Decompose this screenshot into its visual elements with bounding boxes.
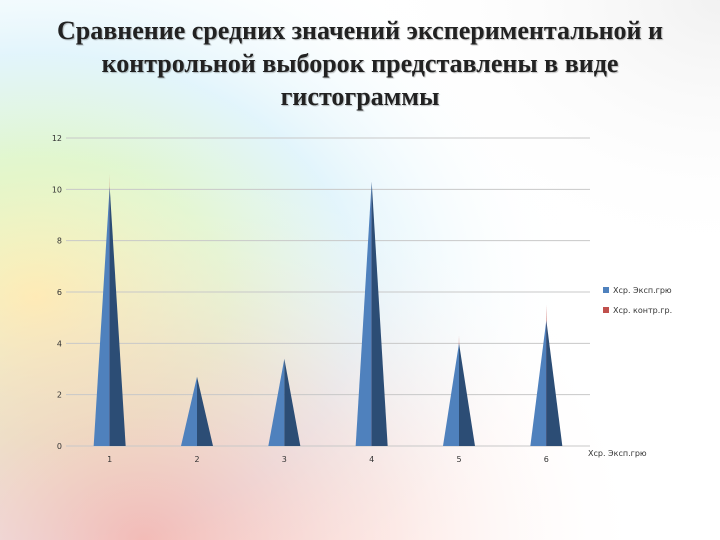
bar-exp-shade-4 [371, 181, 388, 446]
y-tick-label: 8 [57, 237, 62, 246]
x-tick-label: 2 [194, 455, 199, 464]
bar-exp-1 [93, 186, 110, 446]
bar-exp-shade-2 [197, 376, 213, 446]
legend-swatch [603, 307, 609, 313]
x-tick-label: 1 [107, 455, 112, 464]
y-tick-label: 2 [57, 391, 62, 400]
y-tick-label: 4 [57, 339, 62, 348]
legend: Хср. Эксп.грю Хср. контр.гр. [603, 286, 672, 315]
y-tick-label: 12 [52, 134, 62, 143]
legend-label: Хср. контр.гр. [613, 306, 672, 315]
legend-label: Хср. Эксп.грю [613, 286, 672, 295]
bars [93, 173, 563, 447]
x-tick-label: 6 [544, 455, 549, 464]
y-axis-ticks: 0 2 4 6 8 10 12 [52, 134, 62, 451]
bar-exp-2 [181, 376, 197, 446]
y-tick-label: 0 [57, 442, 62, 451]
bar-exp-4 [355, 181, 372, 446]
bar-exp-3 [268, 358, 285, 446]
bar-exp-shade-6 [546, 320, 563, 446]
axis-end-label: Хср. Эксп.грю [588, 449, 647, 458]
bar-exp-5 [443, 343, 459, 446]
legend-swatch [603, 287, 609, 293]
slide-title: Сравнение средних значений экспериментал… [56, 16, 664, 111]
x-axis-ticks: 1 2 3 4 5 6 Хср. Эксп.грю [107, 449, 647, 464]
y-tick-label: 6 [57, 288, 62, 297]
x-tick-label: 5 [456, 455, 461, 464]
bar-exp-shade-1 [109, 186, 126, 446]
x-tick-label: 4 [369, 455, 374, 464]
gridlines [66, 137, 590, 447]
x-tick-label: 3 [282, 455, 287, 464]
bar-exp-6 [530, 320, 547, 446]
y-tick-label: 10 [52, 185, 62, 194]
bar-exp-shade-5 [459, 343, 475, 446]
bar-exp-shade-3 [284, 358, 301, 446]
